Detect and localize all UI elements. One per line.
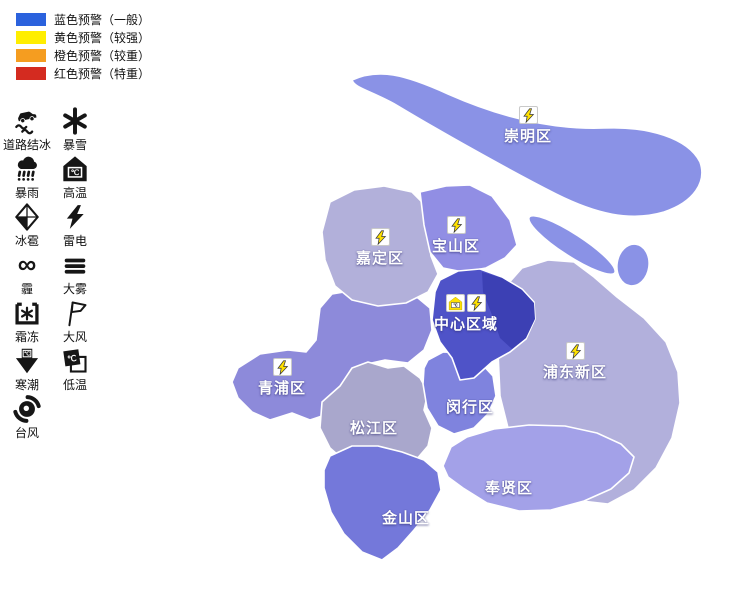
legend-item-low-temp: ℃ 低温 (52, 346, 98, 393)
legend-label: 低温 (62, 378, 87, 392)
legend-item-haze: ∞ 霾 (2, 250, 52, 297)
lightning-warning-icon[interactable] (272, 358, 292, 376)
district-label-minhang: 闵行区 (445, 399, 495, 416)
warning-level-label: 蓝色预警（一般） (54, 12, 151, 27)
legend-label: 雷电 (62, 234, 87, 248)
high-temp-icon: ℃ (63, 156, 87, 182)
minhang-annotation: 闵行区 (446, 395, 494, 417)
lightning-warning-icon[interactable] (370, 228, 390, 246)
changxing-island[interactable] (523, 208, 621, 282)
warning-level-item: 橙色预警（较重） (16, 47, 150, 63)
district-label-central: 中心区域 (433, 316, 499, 333)
legend-item-blizzard: 暴雪 (52, 106, 98, 153)
legend-label: 寒潮 (14, 378, 39, 392)
central-district-dark-area (482, 272, 535, 349)
haze-icon: ∞ (18, 253, 37, 279)
jiading-annotation: 嘉定区 (356, 228, 404, 268)
pudong-annotation: 浦东新区 (543, 342, 607, 382)
qingpu-annotation: 青浦区 (258, 358, 306, 398)
district-jiading[interactable] (321, 185, 439, 307)
svg-text:℃: ℃ (24, 351, 30, 358)
legend-label: 暴雪 (62, 138, 87, 152)
warning-level-legend: 蓝色预警（一般） 黄色预警（较强） 橙色预警（较重） 红色预警（特重） (16, 11, 150, 83)
district-label-songjiang: 松江区 (349, 420, 399, 437)
chongming-annotation: 崇明区 (504, 106, 552, 146)
high-temp-warning-icon[interactable]: ℃ (445, 294, 465, 312)
district-label-fengxian: 奉贤区 (484, 480, 534, 497)
frost-icon (15, 302, 39, 325)
legend-item-hail: 冰雹 (2, 202, 52, 249)
legend-label: 大雾 (62, 282, 87, 296)
legend-item-typhoon: 台风 (2, 394, 52, 441)
yellow-warning-swatch (16, 30, 46, 44)
legend-item-high-temp: ℃ 高温 (52, 154, 98, 201)
district-label-qingpu: 青浦区 (257, 380, 307, 397)
legend-label: 暴雨 (14, 186, 39, 200)
blizzard-icon (63, 107, 87, 135)
fengxian-annotation: 奉贤区 (485, 476, 533, 498)
svg-text:℃: ℃ (67, 354, 77, 364)
legend-label: 道路结冰 (2, 138, 51, 152)
legend-label: 霾 (20, 282, 33, 296)
lightning-warning-icon[interactable] (466, 294, 486, 312)
weather-type-legend: 道路结冰 暴雪 (2, 106, 98, 441)
district-label-jiading: 嘉定区 (355, 250, 405, 267)
fog-icon (64, 258, 86, 274)
road-icing-icon (15, 111, 37, 135)
legend-item-lightning: 雷电 (52, 202, 98, 249)
red-warning-swatch (16, 66, 46, 80)
legend-label: 台风 (14, 426, 39, 440)
district-label-chongming: 崇明区 (503, 128, 553, 145)
district-qingpu[interactable] (231, 289, 433, 421)
gale-icon (68, 301, 87, 327)
lightning-warning-icon[interactable] (446, 216, 466, 234)
rainstorm-icon (17, 156, 37, 181)
svg-text:℃: ℃ (453, 302, 458, 307)
hengsha-island[interactable] (614, 242, 652, 288)
svg-text:∞: ∞ (18, 253, 37, 279)
legend-label: 霜冻 (14, 330, 39, 344)
district-fengxian[interactable] (442, 424, 635, 512)
warning-level-label: 橙色预警（较重） (54, 48, 151, 63)
lightning-warning-icon[interactable] (518, 106, 538, 124)
district-jinshan[interactable] (323, 445, 442, 561)
district-label-jinshan: 金山区 (381, 510, 431, 527)
orange-warning-swatch (16, 48, 46, 62)
jinshan-annotation: 金山区 (382, 506, 430, 528)
district-label-baoshan: 宝山区 (431, 238, 481, 255)
warning-level-item: 黄色预警（较强） (16, 29, 150, 45)
warning-level-item: 蓝色预警（一般） (16, 11, 150, 27)
central-annotation: ℃ 中心区域 (434, 294, 498, 334)
legend-label: 大风 (62, 330, 87, 344)
hail-icon (15, 203, 39, 231)
district-chongming[interactable] (351, 73, 703, 218)
legend-item-rainstorm: 暴雨 (2, 154, 52, 201)
legend-item-cold-wave: ℃ 寒潮 (2, 346, 52, 393)
legend-label: 冰雹 (14, 234, 39, 248)
typhoon-icon (13, 395, 41, 423)
cold-wave-icon: ℃ (15, 348, 39, 374)
warning-level-item: 红色预警（特重） (16, 65, 150, 81)
songjiang-annotation: 松江区 (350, 416, 398, 438)
legend-item-fog: 大雾 (52, 250, 98, 297)
warning-level-label: 黄色预警（较强） (54, 30, 151, 45)
low-temp-icon: ℃ (63, 349, 87, 373)
legend-item-road-icing: 道路结冰 (2, 106, 52, 153)
svg-text:℃: ℃ (71, 168, 80, 177)
warning-level-label: 红色预警（特重） (54, 66, 151, 81)
legend-label: 高温 (62, 186, 87, 200)
legend-item-frost: 霜冻 (2, 298, 52, 345)
district-baoshan[interactable] (419, 184, 518, 273)
lightning-warning-icon[interactable] (565, 342, 585, 360)
lightning-icon (66, 205, 84, 229)
baoshan-annotation: 宝山区 (432, 216, 480, 256)
district-label-pudong: 浦东新区 (542, 364, 608, 381)
legend-item-gale: 大风 (52, 298, 98, 345)
blue-warning-swatch (16, 12, 46, 26)
